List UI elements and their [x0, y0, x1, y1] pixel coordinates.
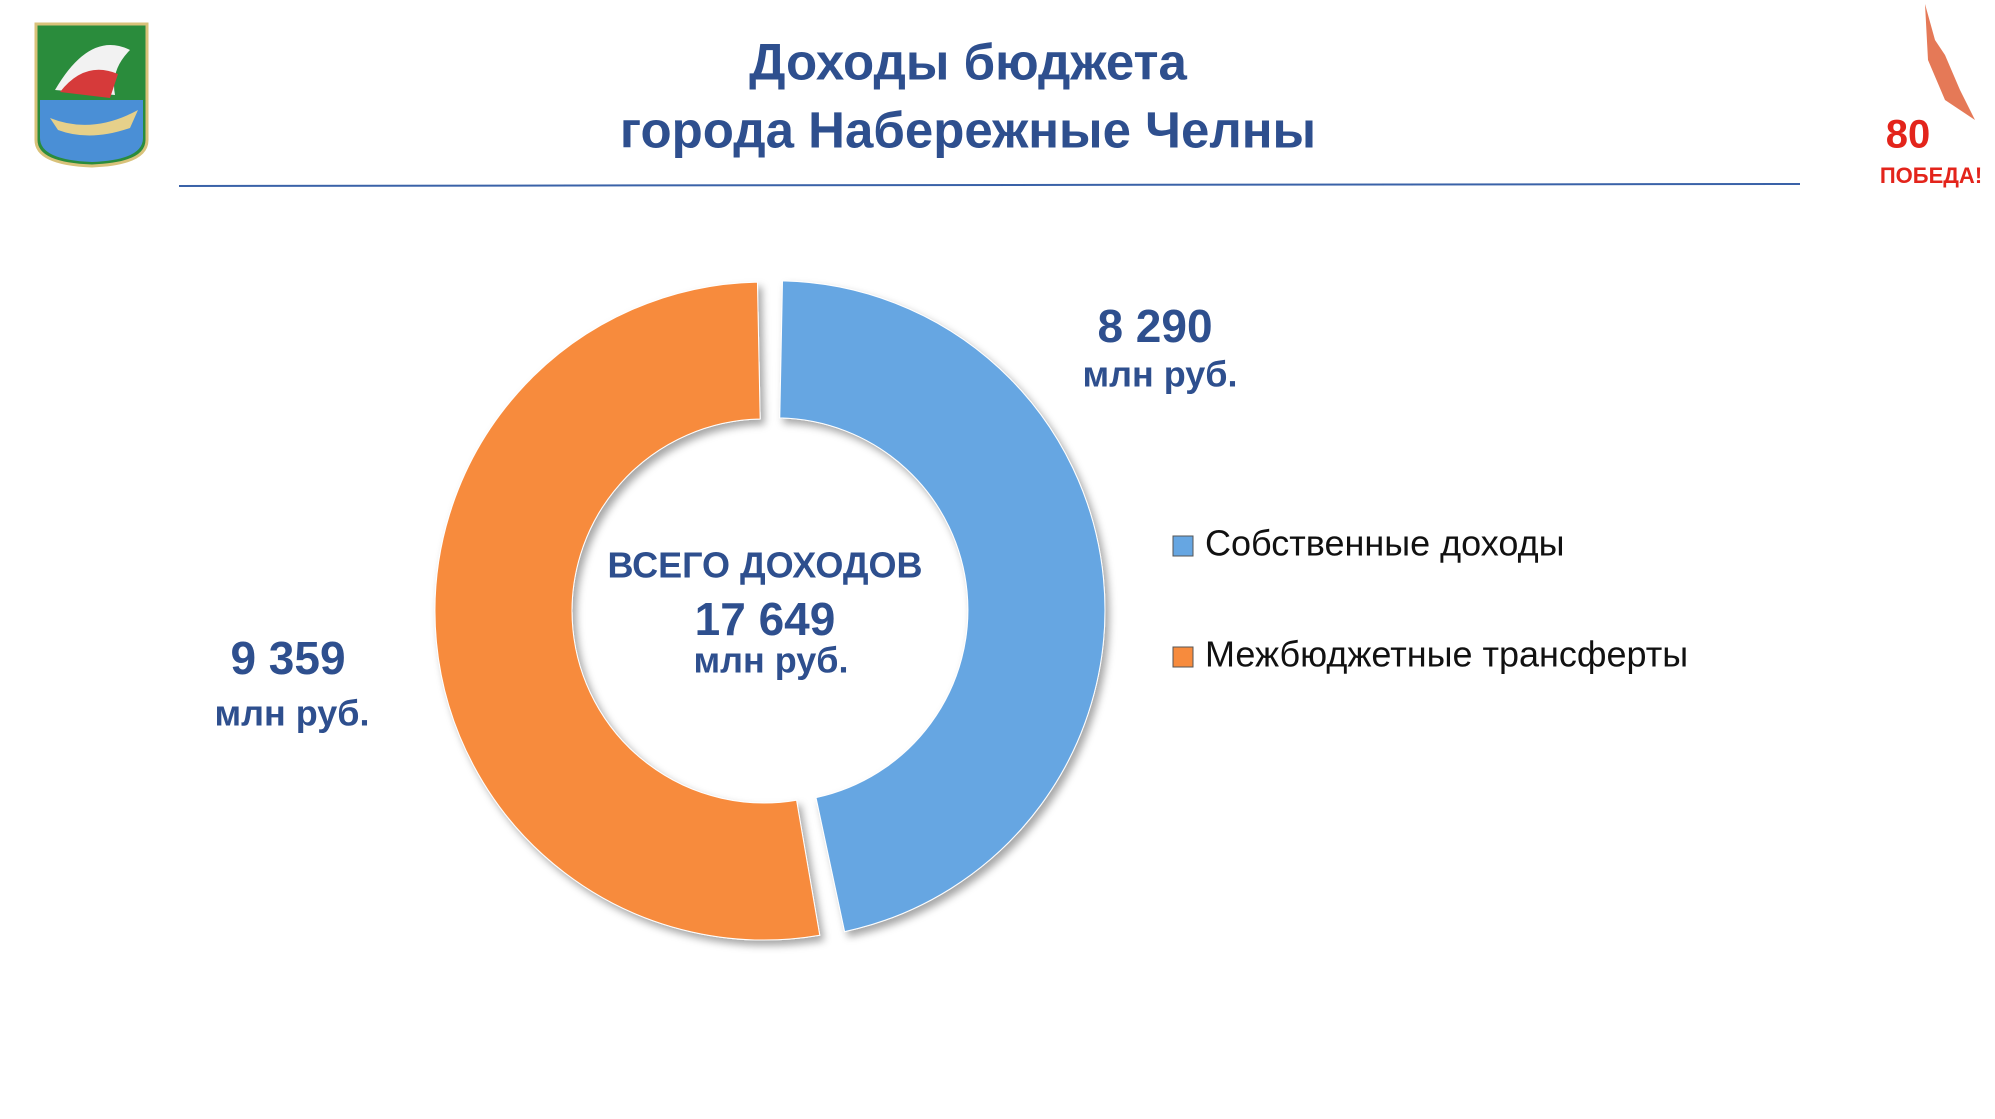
title: Доходы бюджета	[749, 33, 1187, 90]
legend-label: Межбюджетные трансферты	[1205, 634, 1688, 675]
badge-number: 80	[1886, 113, 1931, 157]
victory-badge: 80 ПОБЕДА!	[1880, 4, 1982, 188]
data-unit: млн руб.	[214, 693, 369, 734]
subtitle: города Набережные Челны	[620, 101, 1316, 158]
badge-text: ПОБЕДА!	[1880, 163, 1982, 188]
donut	[434, 280, 1106, 941]
title-rule	[178, 183, 1801, 187]
data-label: 8 290	[1097, 300, 1212, 352]
donut-slice	[779, 280, 1106, 933]
legend: Собственные доходы Межбюджетные трансферт…	[1172, 523, 1688, 675]
donut-slice	[434, 281, 821, 941]
total: 17 649	[695, 593, 836, 645]
total-unit: млн руб.	[693, 640, 848, 681]
legend-label: Собственные доходы	[1205, 523, 1564, 564]
legend-swatch	[1172, 535, 1194, 557]
coat-of-arms	[34, 22, 149, 168]
legend-swatch	[1172, 646, 1194, 668]
data-unit: млн руб.	[1082, 354, 1237, 395]
center-label: ВСЕГО ДОХОДОВ	[607, 545, 922, 586]
data-label: 9 359	[230, 632, 345, 684]
